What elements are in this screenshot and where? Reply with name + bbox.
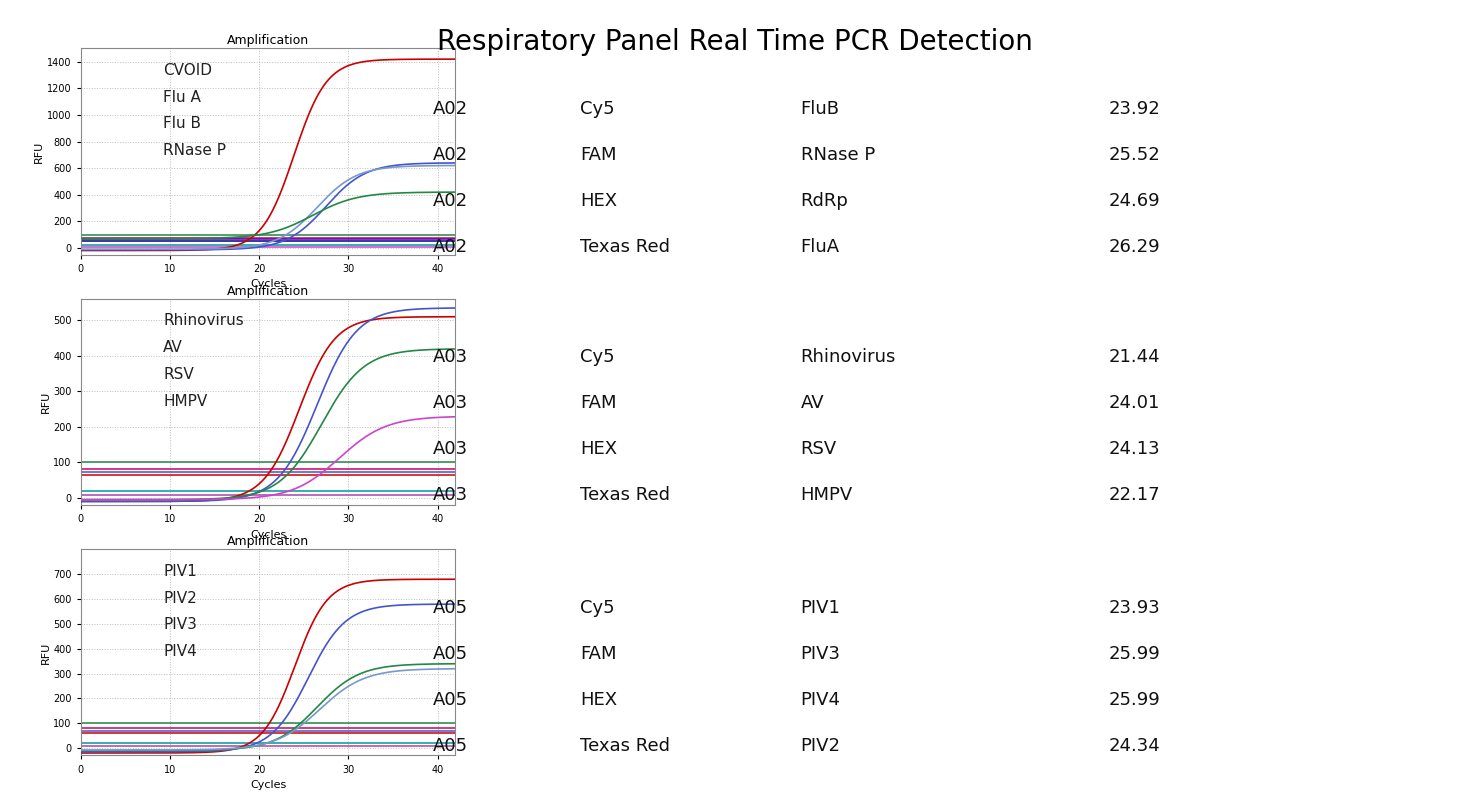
Text: A05: A05	[433, 645, 469, 663]
Text: AV: AV	[801, 394, 824, 412]
Text: 25.99: 25.99	[1109, 645, 1161, 663]
X-axis label: Cycles: Cycles	[250, 279, 286, 289]
Y-axis label: RFU: RFU	[34, 141, 44, 162]
Text: Flu A: Flu A	[163, 90, 201, 105]
Text: PIV3: PIV3	[801, 645, 840, 663]
Text: RNase P: RNase P	[163, 143, 226, 158]
Text: 23.93: 23.93	[1109, 599, 1161, 617]
Text: Cy5: Cy5	[580, 100, 616, 118]
Text: A03: A03	[433, 440, 469, 458]
Text: 22.17: 22.17	[1109, 486, 1161, 504]
Text: A03: A03	[433, 486, 469, 504]
Text: Rhinovirus: Rhinovirus	[801, 348, 896, 366]
Title: Amplification: Amplification	[228, 284, 308, 298]
Text: 25.99: 25.99	[1109, 691, 1161, 709]
Text: PIV1: PIV1	[801, 599, 840, 617]
Text: HEX: HEX	[580, 691, 617, 709]
Text: 26.29: 26.29	[1109, 238, 1161, 256]
Text: HEX: HEX	[580, 440, 617, 458]
Text: A05: A05	[433, 691, 469, 709]
Text: A05: A05	[433, 599, 469, 617]
Text: RNase P: RNase P	[801, 146, 876, 164]
Text: PIV1: PIV1	[163, 564, 197, 579]
Text: PIV2: PIV2	[163, 591, 197, 606]
Text: PIV4: PIV4	[163, 644, 197, 659]
Text: Flu B: Flu B	[163, 116, 201, 132]
Text: HMPV: HMPV	[801, 486, 853, 504]
Text: A05: A05	[433, 737, 469, 755]
Text: 25.52: 25.52	[1109, 146, 1161, 164]
Text: 24.34: 24.34	[1109, 737, 1161, 755]
Text: Texas Red: Texas Red	[580, 737, 670, 755]
Text: A02: A02	[433, 100, 469, 118]
Text: 24.69: 24.69	[1109, 192, 1161, 210]
Text: PIV2: PIV2	[801, 737, 840, 755]
Text: Texas Red: Texas Red	[580, 238, 670, 256]
Text: HEX: HEX	[580, 192, 617, 210]
Text: RSV: RSV	[801, 440, 837, 458]
Text: FAM: FAM	[580, 645, 617, 663]
Text: Respiratory Panel Real Time PCR Detection: Respiratory Panel Real Time PCR Detectio…	[436, 28, 1033, 57]
Text: FluB: FluB	[801, 100, 840, 118]
Text: Cy5: Cy5	[580, 348, 616, 366]
Title: Amplification: Amplification	[228, 535, 308, 549]
Text: A02: A02	[433, 192, 469, 210]
Text: HMPV: HMPV	[163, 393, 207, 409]
Text: 23.92: 23.92	[1109, 100, 1161, 118]
Text: 24.01: 24.01	[1109, 394, 1161, 412]
Text: FAM: FAM	[580, 146, 617, 164]
Text: Cy5: Cy5	[580, 599, 616, 617]
Text: A03: A03	[433, 348, 469, 366]
Y-axis label: RFU: RFU	[41, 391, 50, 413]
Text: RSV: RSV	[163, 367, 194, 382]
Text: A02: A02	[433, 146, 469, 164]
Text: Texas Red: Texas Red	[580, 486, 670, 504]
X-axis label: Cycles: Cycles	[250, 780, 286, 790]
Text: PIV4: PIV4	[801, 691, 840, 709]
Y-axis label: RFU: RFU	[41, 642, 50, 663]
Text: A03: A03	[433, 394, 469, 412]
Text: PIV3: PIV3	[163, 617, 197, 633]
Title: Amplification: Amplification	[228, 34, 308, 48]
Text: 21.44: 21.44	[1109, 348, 1161, 366]
Text: AV: AV	[163, 340, 184, 356]
Text: A02: A02	[433, 238, 469, 256]
Text: RdRp: RdRp	[801, 192, 849, 210]
X-axis label: Cycles: Cycles	[250, 529, 286, 540]
Text: Rhinovirus: Rhinovirus	[163, 314, 244, 328]
Text: FAM: FAM	[580, 394, 617, 412]
Text: FluA: FluA	[801, 238, 840, 256]
Text: 24.13: 24.13	[1109, 440, 1161, 458]
Text: CVOID: CVOID	[163, 63, 212, 78]
